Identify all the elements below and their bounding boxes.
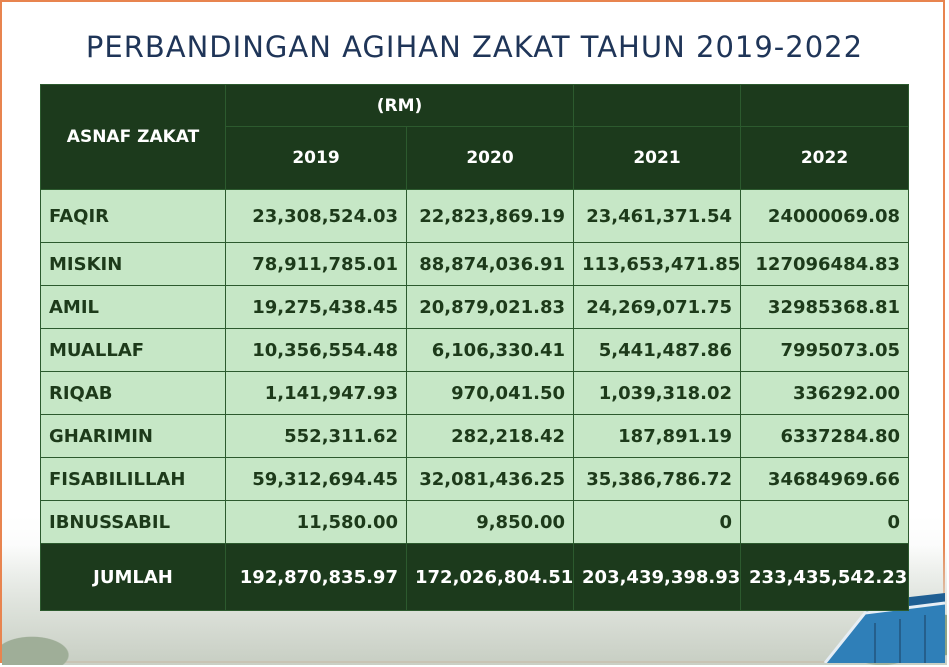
asnaf-label: FISABILILLAH: [40, 457, 226, 501]
asnaf-label: RIQAB: [40, 371, 226, 415]
value-cell: 282,218.42: [405, 414, 575, 458]
value-cell: 6337284.80: [740, 414, 910, 458]
total-cell: 203,439,398.93: [573, 543, 742, 611]
asnaf-label: IBNUSSABIL: [40, 500, 226, 544]
year-header: 2022: [740, 126, 910, 190]
value-cell: 970,041.50: [405, 371, 575, 415]
year-header: 2020: [405, 126, 575, 190]
value-cell: 336292.00: [740, 371, 910, 415]
asnaf-header: ASNAF ZAKAT: [40, 84, 226, 190]
value-cell: 34684969.66: [740, 457, 910, 501]
year-header: 2019: [225, 126, 407, 190]
total-label: JUMLAH: [40, 543, 226, 611]
table-row: FISABILILLAH 59,312,694.45 32,081,436.25…: [40, 457, 910, 501]
total-cell: 233,435,542.23: [740, 543, 910, 611]
value-cell: 78,911,785.01: [225, 242, 407, 286]
total-cell: 192,870,835.97: [225, 543, 407, 611]
table-row: RIQAB 1,141,947.93 970,041.50 1,039,318.…: [40, 371, 910, 415]
value-cell: 11,580.00: [225, 500, 407, 544]
asnaf-label: MISKIN: [40, 242, 226, 286]
value-cell: 23,461,371.54: [573, 189, 742, 243]
header-blank-2021: [573, 84, 742, 127]
value-cell: 113,653,471.85: [573, 242, 742, 286]
value-cell: 0: [740, 500, 910, 544]
value-cell: 5,441,487.86: [573, 328, 742, 372]
value-cell: 6,106,330.41: [405, 328, 575, 372]
value-cell: 9,850.00: [405, 500, 575, 544]
value-cell: 32,081,436.25: [405, 457, 575, 501]
table-row: AMIL 19,275,438.45 20,879,021.83 24,269,…: [40, 285, 910, 329]
value-cell: 0: [573, 500, 742, 544]
value-cell: 59,312,694.45: [225, 457, 407, 501]
asnaf-label: GHARIMIN: [40, 414, 226, 458]
total-cell: 172,026,804.51: [405, 543, 575, 611]
asnaf-label: AMIL: [40, 285, 226, 329]
value-cell: 10,356,554.48: [225, 328, 407, 372]
header-blank-2022: [740, 84, 910, 127]
year-header: 2021: [573, 126, 742, 190]
asnaf-label: FAQIR: [40, 189, 226, 243]
total-row: JUMLAH 192,870,835.97 172,026,804.51 203…: [40, 543, 910, 611]
asnaf-label: MUALLAF: [40, 328, 226, 372]
value-cell: 187,891.19: [573, 414, 742, 458]
value-cell: 32985368.81: [740, 285, 910, 329]
value-cell: 1,141,947.93: [225, 371, 407, 415]
value-cell: 23,308,524.03: [225, 189, 407, 243]
value-cell: 127096484.83: [740, 242, 910, 286]
zakat-distribution-table: ASNAF ZAKAT (RM) 2019 2020 2021 2022 FAQ…: [40, 84, 910, 611]
table-row: GHARIMIN 552,311.62 282,218.42 187,891.1…: [40, 414, 910, 458]
value-cell: 20,879,021.83: [405, 285, 575, 329]
value-cell: 24000069.08: [740, 189, 910, 243]
value-cell: 88,874,036.91: [405, 242, 575, 286]
table-row: MUALLAF 10,356,554.48 6,106,330.41 5,441…: [40, 328, 910, 372]
value-cell: 7995073.05: [740, 328, 910, 372]
table-row: MISKIN 78,911,785.01 88,874,036.91 113,6…: [40, 242, 910, 286]
value-cell: 24,269,071.75: [573, 285, 742, 329]
value-cell: 22,823,869.19: [405, 189, 575, 243]
value-cell: 552,311.62: [225, 414, 407, 458]
value-cell: 1,039,318.02: [573, 371, 742, 415]
table-row: IBNUSSABIL 11,580.00 9,850.00 0 0: [40, 500, 910, 544]
value-cell: 19,275,438.45: [225, 285, 407, 329]
value-cell: 35,386,786.72: [573, 457, 742, 501]
table-row: FAQIR 23,308,524.03 22,823,869.19 23,461…: [40, 189, 910, 243]
unit-header: (RM): [224, 84, 575, 127]
page-title: PERBANDINGAN AGIHAN ZAKAT TAHUN 2019-202…: [85, 30, 864, 64]
